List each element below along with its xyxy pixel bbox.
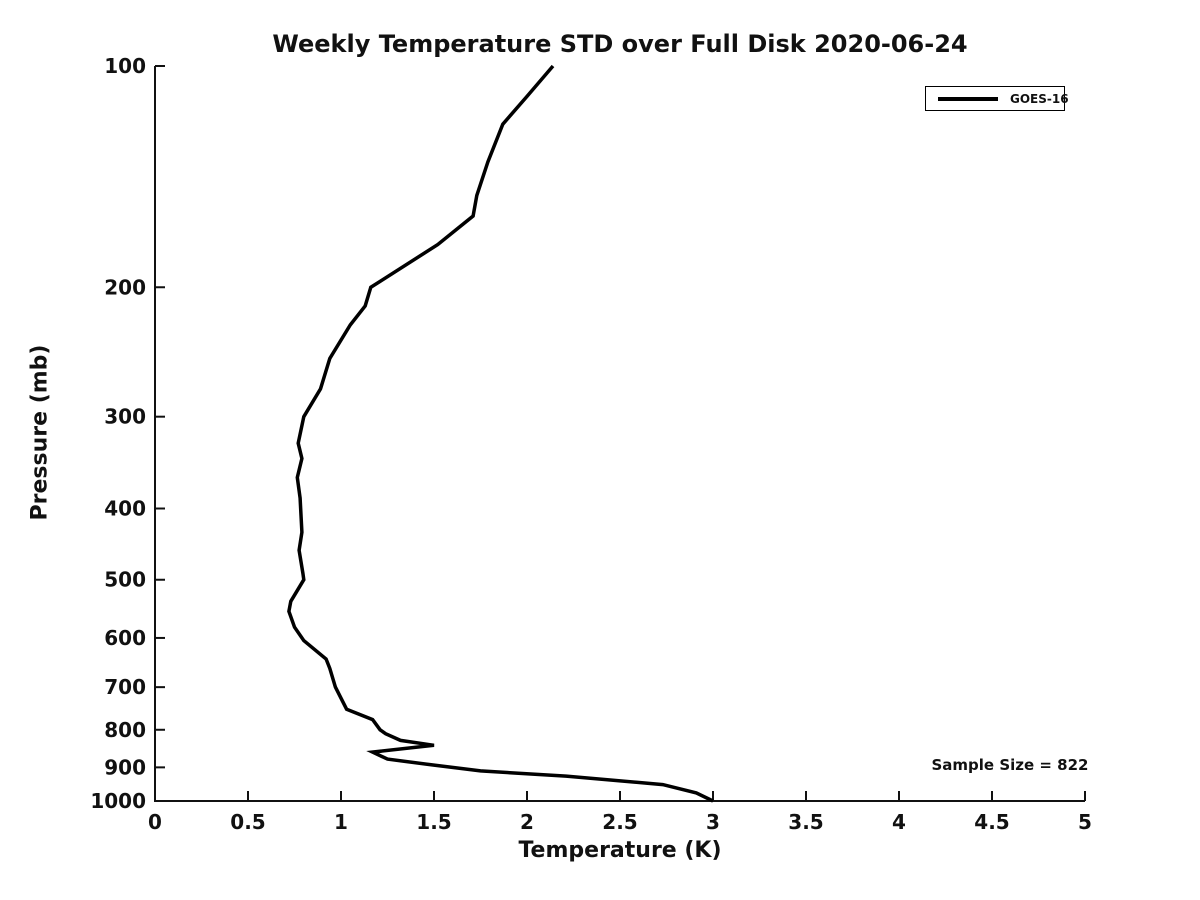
y-tick-label: 900: [104, 755, 146, 779]
sample-size-annotation: Sample Size = 822: [931, 756, 1089, 774]
y-tick-label: 800: [104, 718, 146, 742]
y-tick-label: 100: [104, 54, 146, 78]
y-tick-label: 500: [104, 568, 146, 592]
x-tick-label: 3: [706, 810, 720, 834]
x-tick-label: 1: [334, 810, 348, 834]
legend-box: GOES-16: [925, 86, 1069, 111]
legend-label-goes16: GOES-16: [1010, 91, 1069, 106]
y-tick-label: 300: [104, 405, 146, 429]
x-tick-label: 4.5: [974, 810, 1009, 834]
x-tick-label: 0.5: [230, 810, 265, 834]
x-tick-label: 3.5: [788, 810, 823, 834]
goes16-line-swatch: [938, 96, 998, 101]
y-tick-label: 1000: [90, 789, 146, 813]
chart-title: Weekly Temperature STD over Full Disk 20…: [272, 30, 968, 58]
y-tick-label: 700: [104, 675, 146, 699]
series-curve-goes-16: [287, 64, 714, 803]
y-tick-label: 400: [104, 497, 146, 521]
x-tick-label: 0: [148, 810, 162, 834]
x-tick-label: 5: [1078, 810, 1092, 834]
x-tick-label: 2.5: [602, 810, 637, 834]
x-tick-label: 4: [892, 810, 906, 834]
x-axis-label: Temperature (K): [518, 838, 722, 863]
y-tick-label: 600: [104, 626, 146, 650]
y-tick-label: 200: [104, 275, 146, 299]
x-tick-label: 1.5: [416, 810, 451, 834]
x-tick-label: 2: [520, 810, 534, 834]
